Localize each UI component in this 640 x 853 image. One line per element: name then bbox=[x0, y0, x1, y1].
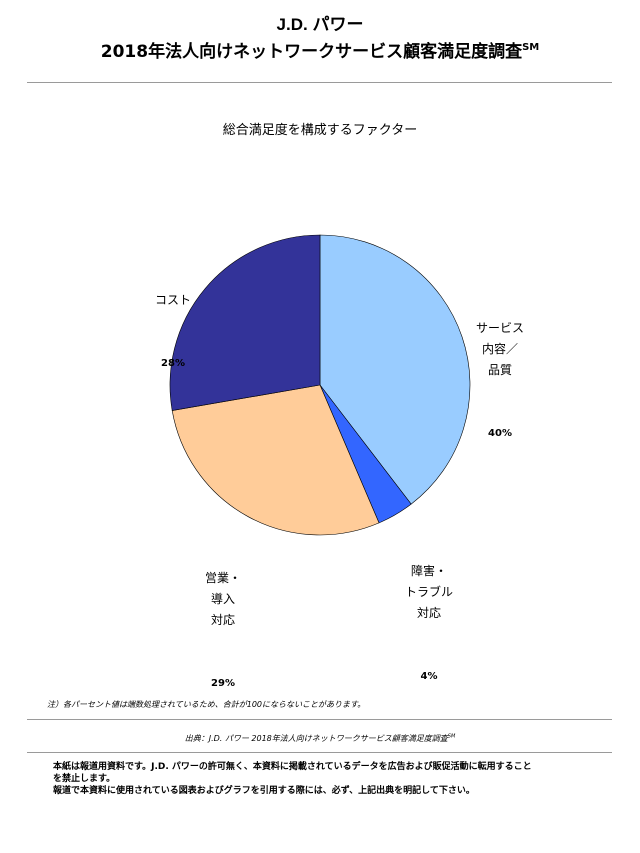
disclaimer-line-3: 報道で本資料に使用されている図表およびグラフを引用する際には、必ず、上記出典を明… bbox=[53, 786, 475, 796]
source-service-mark: SM bbox=[447, 733, 456, 740]
slice-label-service-quality: サービス 内容／ 品質 40% bbox=[460, 276, 540, 465]
slice-label-trouble-support: 障害・ トラブル 対応 4% bbox=[394, 519, 464, 708]
slice-label-text: サービス 内容／ 品質 bbox=[475, 321, 524, 377]
service-mark: SM bbox=[522, 42, 540, 53]
disclaimer: 本紙は報道用資料です。J.D. パワーの許可無く、本資料に掲載されているデータを… bbox=[53, 761, 593, 797]
slice-label-text: 障害・ トラブル 対応 bbox=[404, 564, 453, 620]
disclaimer-line-2: を禁止します。 bbox=[53, 774, 116, 784]
pie-slice-sales-onboarding bbox=[171, 384, 380, 536]
page-title: 2018年法人向けネットワークサービス顧客満足度調査SM bbox=[0, 37, 640, 62]
slice-value-label: 29% bbox=[211, 678, 235, 689]
source-credit: 出典：J.D. パワー 2018年法人向けネットワークサービス顧客満足度調査SM bbox=[0, 733, 640, 744]
slice-value-label: 40% bbox=[488, 428, 512, 439]
source-text: 出典：J.D. パワー 2018年法人向けネットワークサービス顧客満足度調査 bbox=[184, 734, 448, 743]
chart-title: 総合満足度を構成するファクター bbox=[222, 123, 418, 138]
slice-value-label: 28% bbox=[161, 358, 185, 369]
slice-label-cost: コスト 28% bbox=[138, 248, 208, 395]
slice-label-text: コスト bbox=[154, 293, 191, 307]
pie-slice-service-quality bbox=[319, 234, 471, 505]
pie-slice-cost bbox=[169, 234, 321, 411]
slice-label-text: 営業・ 導入 対応 bbox=[204, 571, 241, 627]
slice-label-sales-onboarding: 営業・ 導入 対応 29% bbox=[188, 526, 258, 715]
brand-title: J.D. パワー bbox=[276, 15, 364, 34]
header-divider bbox=[27, 82, 612, 83]
pie-chart bbox=[169, 234, 471, 536]
footer-divider-2 bbox=[27, 752, 612, 753]
slice-value-label: 4% bbox=[420, 671, 438, 682]
disclaimer-line-1: 本紙は報道用資料です。J.D. パワーの許可無く、本資料に掲載されているデータを… bbox=[53, 762, 532, 772]
footer-divider-1 bbox=[27, 719, 612, 720]
footnote: 注）各パーセント値は端数処理されているため、合計が100にならないことがあります… bbox=[47, 700, 366, 709]
page-title-text: 2018年法人向けネットワークサービス顧客満足度調査 bbox=[100, 42, 523, 62]
